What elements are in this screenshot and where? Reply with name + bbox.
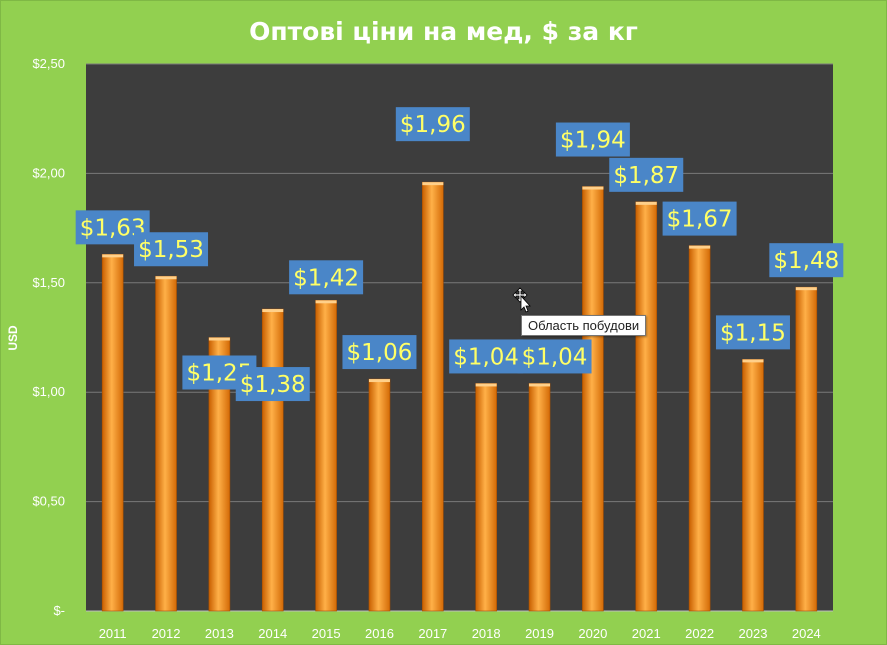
x-tick-label: 2023 [739, 626, 768, 641]
bar[interactable] [101, 254, 124, 612]
bar-top-highlight [529, 383, 551, 387]
y-tick-label: $2,50 [32, 56, 65, 71]
bar-top-highlight [582, 186, 604, 190]
bar[interactable] [422, 181, 444, 612]
y-tick-label: $1,00 [32, 384, 65, 399]
bar-top-highlight [102, 254, 124, 258]
data-label-box[interactable] [342, 335, 417, 370]
data-label-box[interactable] [609, 157, 684, 192]
bar-top-highlight [368, 379, 390, 383]
bar[interactable] [582, 186, 604, 612]
bar[interactable] [688, 245, 711, 612]
chart-title[interactable]: Оптові ціни на мед, $ за кг [249, 17, 638, 46]
data-label: $1,42 [293, 265, 359, 291]
data-label: $1,04 [522, 344, 588, 370]
y-tick-label: $1,50 [32, 275, 65, 290]
data-label: $1,48 [773, 248, 839, 274]
x-tick-label: 2014 [258, 626, 287, 641]
bar[interactable] [155, 275, 177, 612]
x-tick-label: 2017 [418, 626, 447, 641]
data-label-box[interactable] [235, 367, 310, 402]
bar-top-highlight [315, 300, 337, 304]
bar[interactable] [742, 359, 764, 612]
data-label-box[interactable] [395, 107, 470, 142]
move-cursor-icon [512, 287, 531, 313]
bar-top-highlight [742, 359, 764, 363]
bar[interactable] [315, 300, 337, 612]
y-tick-label: $- [53, 603, 65, 618]
bars [101, 181, 818, 612]
y-tick-label: $0,50 [32, 494, 65, 509]
data-label: $1,96 [400, 112, 466, 138]
bar[interactable] [261, 308, 284, 612]
bar[interactable] [475, 383, 497, 612]
data-label-box[interactable] [662, 201, 737, 236]
bar[interactable] [795, 286, 818, 612]
data-label: $1,38 [240, 372, 306, 398]
bar-top-highlight [155, 276, 177, 280]
bar[interactable] [368, 378, 391, 612]
x-tick-label: 2024 [792, 626, 821, 641]
x-tick-label: 2012 [152, 626, 181, 641]
data-label: $1,94 [560, 128, 626, 154]
bar-top-highlight [475, 383, 497, 387]
data-label: $1,53 [138, 237, 204, 263]
x-tick-label: 2022 [685, 626, 714, 641]
data-label-box[interactable] [449, 339, 524, 374]
y-tick-label: $2,00 [32, 165, 65, 180]
data-labels: $1,63$1,53$1,25$1,38$1,42$1,06$1,96$1,04… [75, 107, 844, 402]
axes: $- $0,50 $1,00 $1,50 $2,00 $2,50 2011 2012 2013 2… [32, 56, 833, 641]
x-tick-label: 2020 [578, 626, 607, 641]
data-label-box[interactable] [769, 243, 844, 278]
data-label: $1,87 [613, 163, 679, 189]
bar-top-highlight [635, 201, 657, 205]
data-label-box[interactable] [517, 339, 592, 374]
x-tick-label: 2013 [205, 626, 234, 641]
y-axis-label: USD [6, 325, 20, 351]
plot-area-tooltip: Область побудови [521, 315, 647, 336]
data-label-box[interactable] [715, 315, 790, 350]
data-label: $1,04 [453, 344, 519, 370]
bar-top-highlight [262, 309, 284, 313]
data-label: $1,15 [720, 320, 786, 346]
x-tick-label: 2019 [525, 626, 554, 641]
bar-top-highlight [422, 182, 444, 186]
data-label-box[interactable] [289, 260, 364, 295]
data-label-box[interactable] [134, 232, 209, 267]
x-tick-label: 2015 [312, 626, 341, 641]
data-label-box[interactable] [555, 122, 630, 157]
bar-top-highlight [208, 337, 230, 341]
x-tick-label: 2011 [99, 626, 127, 641]
x-tick-label: 2016 [365, 626, 394, 641]
data-label: $1,67 [667, 207, 733, 233]
bar-top-highlight [689, 245, 711, 249]
bar[interactable] [528, 383, 551, 612]
bar-top-highlight [795, 287, 817, 291]
data-label: $1,06 [347, 340, 413, 366]
x-tick-label: 2018 [472, 626, 501, 641]
x-tick-label: 2021 [632, 626, 661, 641]
bar[interactable] [635, 201, 658, 612]
